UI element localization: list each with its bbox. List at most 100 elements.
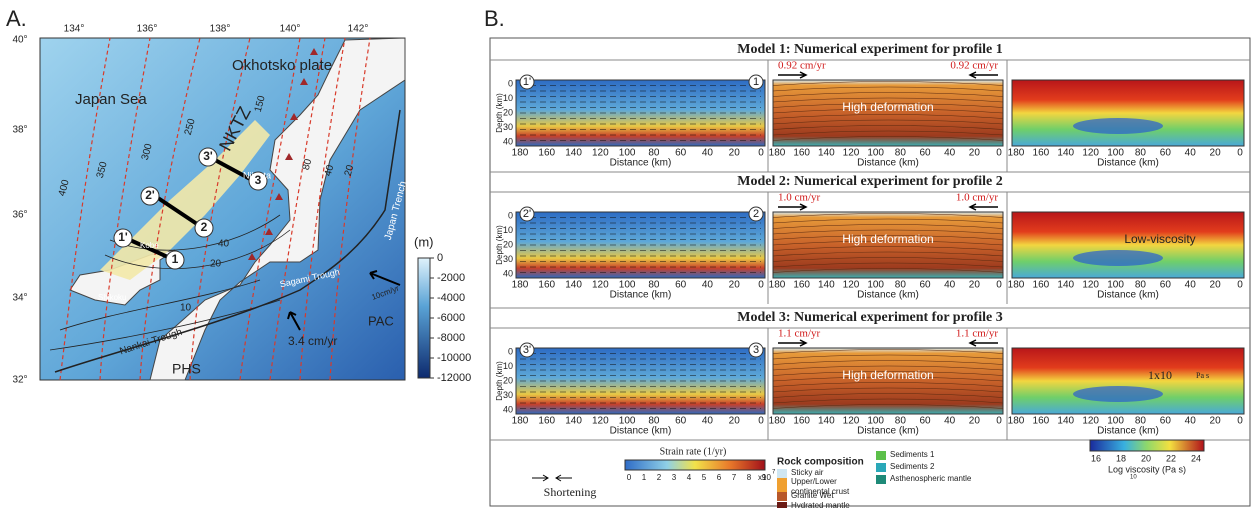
y-tick-label: 40 [503, 268, 513, 278]
lat-tick: 36° [12, 210, 27, 221]
x-axis-title: Distance (km) [610, 158, 672, 169]
x-tick-label: 40 [1185, 280, 1197, 291]
annotation: High deformation [842, 368, 933, 382]
x-tick-label: 60 [919, 148, 931, 159]
x-tick-label: 20 [729, 148, 741, 159]
x-tick-label: 80 [648, 148, 660, 159]
model-image [772, 79, 1004, 147]
annotation: High deformation [842, 232, 933, 246]
colorbar-tick-label: 8 [747, 473, 752, 482]
x-tick-label: 140 [1057, 148, 1074, 159]
texture [772, 376, 1004, 382]
x-tick-label: 100 [1107, 280, 1124, 291]
velocity-label: 0.92 cm/yr [950, 60, 998, 72]
x-tick-label: 60 [675, 280, 687, 291]
x-axis-title: Distance (km) [857, 290, 919, 301]
texture [772, 257, 1004, 262]
profile-lines [129, 158, 253, 260]
x-tick-label: 160 [538, 416, 555, 427]
x-tick-label: 80 [1135, 280, 1147, 291]
y-tick-label: 0 [508, 346, 513, 356]
y-tick-label: 30 [503, 254, 513, 264]
colorbar-tick-label: 3 [672, 473, 677, 482]
x-tick-label: 20 [969, 148, 981, 159]
texture [1073, 250, 1163, 266]
x-tick-label: 60 [919, 416, 931, 427]
x-tick-label: 100 [619, 280, 636, 291]
model-image [772, 211, 1004, 279]
texture [772, 125, 1004, 130]
colorbar-tick-label: -4000 [437, 292, 465, 304]
colorbar-tick-label: 24 [1191, 453, 1201, 463]
legend-swatch [876, 463, 886, 472]
x-tick-label: 140 [818, 148, 835, 159]
colorbar-ticks: 0 -2000 -4000 -6000 -8000 -10000 -12000 [430, 252, 471, 384]
x-tick-label: 180 [1008, 280, 1025, 291]
profile-label: 2' [145, 188, 155, 202]
contour-label: 250 [183, 117, 198, 136]
y-tick-label: 20 [503, 239, 513, 249]
lat-tick: 38° [12, 125, 27, 136]
x-tick-label: 0 [758, 148, 764, 159]
arrow [532, 474, 572, 482]
legend-swatch [876, 451, 886, 460]
x-tick-label: 80 [895, 148, 907, 159]
x-tick-label: 180 [769, 280, 786, 291]
y-tick-label: 0 [508, 78, 513, 88]
place-label: PAC [368, 313, 394, 328]
texture [772, 268, 1004, 273]
texture [772, 97, 1004, 103]
profile-marker [519, 342, 535, 358]
model-title: Model 3: Numerical experiment for profil… [737, 310, 1002, 325]
contour-label: 20 [343, 163, 357, 177]
x-axis-title: Distance (km) [857, 158, 919, 169]
y-tick-label: 10 [503, 93, 513, 103]
contour-label: 300 [140, 142, 155, 161]
texture [772, 349, 1004, 354]
x-tick-label: 100 [867, 280, 884, 291]
legend-label: Asthenospheric mantle [890, 474, 972, 483]
x-tick-label: 0 [996, 280, 1002, 291]
texture [772, 235, 1004, 240]
annotation: Low-viscosity [1124, 232, 1195, 246]
legend-label-line: Upper/Lower [791, 477, 837, 486]
profile-markers [113, 147, 268, 270]
velocity-label: 1.0 cm/yr [778, 192, 820, 204]
legend-title: Log viscosity (Pa s) [1108, 464, 1186, 474]
colorbar-tick-label: 2 [657, 473, 662, 482]
x-tick-label: 0 [758, 416, 764, 427]
colorbar-tick-label: 5 [702, 473, 707, 482]
y-axis-title: Depth (km) [495, 225, 504, 265]
x-tick-label: 140 [565, 416, 582, 427]
profile-label: 3 [753, 344, 759, 356]
texture [772, 360, 1004, 365]
colorbar-tick-label: 4 [687, 473, 692, 482]
x-tick-label: 160 [538, 148, 555, 159]
x-tick-label: 180 [512, 148, 529, 159]
texture [772, 92, 1004, 97]
annotation: 1x10 [1148, 368, 1172, 382]
x-tick-label: 180 [512, 280, 529, 291]
x-axis-title: Distance (km) [1097, 158, 1159, 169]
x-tick-label: 100 [1107, 416, 1124, 427]
y-tick-label: 10 [503, 225, 513, 235]
colorbar-tick-label: 18 [1116, 453, 1126, 463]
x-axis-title: Distance (km) [610, 290, 672, 301]
texture [772, 387, 1004, 393]
x-tick-label: 140 [818, 416, 835, 427]
profile-marker [519, 206, 535, 222]
x-tick-label: 60 [1160, 280, 1172, 291]
viscosity-colorbar [1089, 439, 1205, 452]
lon-tick: 134° [64, 24, 85, 35]
place-label: Kobe [140, 241, 159, 250]
x-tick-label: 180 [1008, 416, 1025, 427]
colorbar-tick-label: -10000 [437, 352, 471, 364]
colorbar-title: (m) [414, 234, 434, 249]
x-tick-label: 80 [648, 280, 660, 291]
colorbar-tick-label: -12000 [437, 372, 471, 384]
texture [772, 354, 1004, 360]
x-tick-label: 60 [919, 280, 931, 291]
model-title: Model 1: Numerical experiment for profil… [737, 42, 1002, 57]
depth-colorbar [417, 257, 431, 379]
